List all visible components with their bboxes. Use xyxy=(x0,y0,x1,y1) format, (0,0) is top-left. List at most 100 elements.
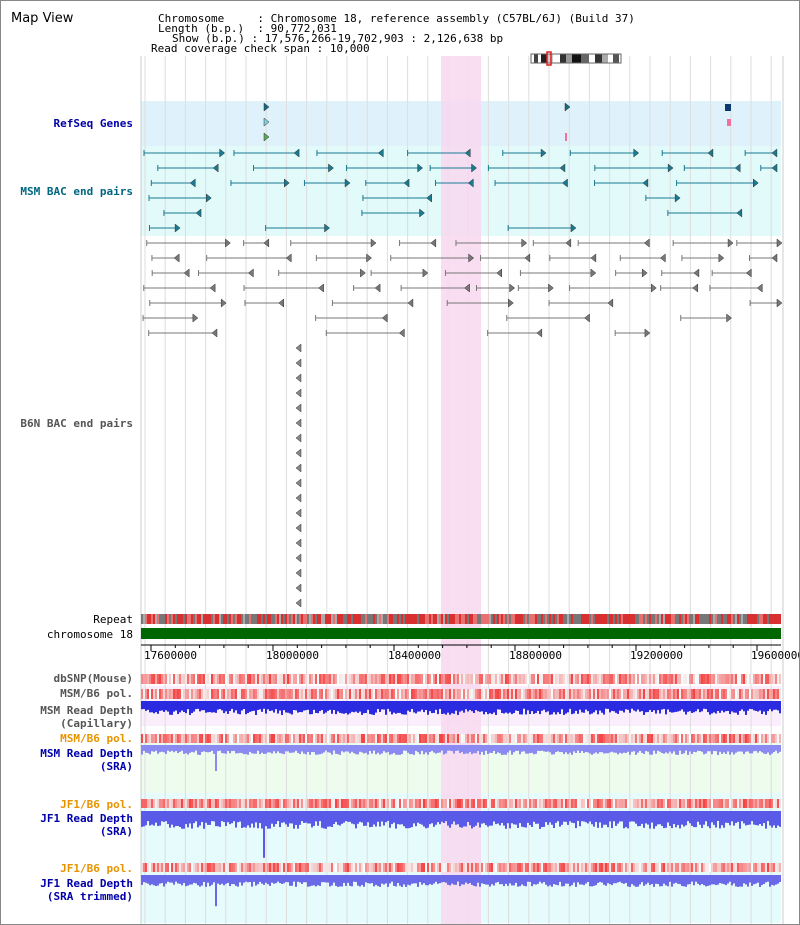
b6n-bac-pair xyxy=(521,238,528,248)
msm-pol-heat xyxy=(331,689,333,699)
msm-pol-2-heat xyxy=(707,734,709,743)
dbsnp-heat xyxy=(621,674,623,684)
track-label-repeat[interactable]: Repeat xyxy=(93,613,133,626)
jf1-depth-sra-bar xyxy=(311,811,313,828)
repeat-segment xyxy=(579,614,581,624)
dbsnp-heat xyxy=(281,674,283,684)
msm-depth-cap-bar xyxy=(483,701,485,715)
track-label-dbsnp[interactable]: dbSNP(Mouse) xyxy=(53,672,133,685)
repeat-segment xyxy=(613,614,615,624)
track-label-jf1-pol-2[interactable]: JF1/B6 pol. xyxy=(60,862,133,875)
msm-pol-heat xyxy=(453,689,455,699)
msm-pol-2-heat xyxy=(241,734,243,743)
repeat-segment xyxy=(715,614,717,624)
msm-depth-cap-bar xyxy=(737,701,739,715)
repeat-segment xyxy=(577,614,579,624)
dbsnp-heat xyxy=(317,674,319,684)
jf1-pol-2-heat xyxy=(253,863,255,872)
msm-pol-heat xyxy=(749,689,751,699)
msm-depth-cap-bar xyxy=(241,701,243,711)
jf1-pol-2-heat xyxy=(473,863,475,872)
track-label-jf1-depth-trim[interactable]: JF1 Read Depth xyxy=(40,877,133,890)
jf1-depth-sra-bar xyxy=(459,811,461,828)
track-label-jf1-depth-sra[interactable]: JF1 Read Depth xyxy=(40,812,133,825)
msm-pol-heat xyxy=(691,689,693,699)
msm-depth-sra-bar xyxy=(325,745,327,751)
repeat-segment xyxy=(345,614,347,624)
jf1-pol-2-heat xyxy=(197,863,199,872)
jf1-depth-trim-bar xyxy=(623,875,625,884)
msm-pol-2-heat xyxy=(539,734,541,743)
track-label-msm-pol-2[interactable]: MSM/B6 pol. xyxy=(60,732,133,745)
jf1-pol-heat xyxy=(365,799,367,808)
dbsnp-heat xyxy=(497,674,499,684)
dbsnp-heat xyxy=(419,674,421,684)
repeat-segment xyxy=(555,614,557,624)
msm-depth-sra-bar xyxy=(337,745,339,755)
msm-depth-cap-bar xyxy=(681,701,683,710)
msm-depth-sra-bar xyxy=(249,745,251,752)
jf1-pol-2-heat xyxy=(695,863,697,872)
jf1-depth-sra-bar xyxy=(583,811,585,822)
jf1-depth-sra-bar xyxy=(501,811,503,823)
repeat-segment xyxy=(611,614,613,624)
msm-depth-cap-bar xyxy=(173,701,175,712)
dbsnp-heat xyxy=(561,674,563,684)
jf1-depth-trim-bar xyxy=(475,875,477,887)
dbsnp-heat xyxy=(593,674,595,684)
jf1-depth-sra-bar xyxy=(373,811,375,825)
msm-pol-heat xyxy=(443,689,445,699)
jf1-depth-sra-bar xyxy=(319,811,321,822)
jf1-depth-trim-bar xyxy=(303,875,305,883)
jf1-depth-sra-bar xyxy=(657,811,659,825)
jf1-depth-trim-bar xyxy=(569,875,571,887)
jf1-pol-2-heat xyxy=(511,863,513,872)
track-label-msm-pol-1[interactable]: MSM/B6 pol. xyxy=(60,687,133,700)
msm-depth-sra-bar xyxy=(243,745,245,755)
jf1-pol-2-heat xyxy=(441,863,443,872)
jf1-pol-2-heat xyxy=(577,863,579,872)
msm-depth-sra-bar xyxy=(511,745,513,755)
msm-pol-2-heat xyxy=(513,734,515,743)
track-label-msm-depth-sra[interactable]: MSM Read Depth xyxy=(40,747,133,760)
jf1-depth-sra-bar xyxy=(555,811,557,823)
track-label-msm-depth-cap[interactable]: MSM Read Depth xyxy=(40,704,133,717)
jf1-pol-2-heat xyxy=(561,863,563,872)
msm-pol-2-heat xyxy=(573,734,575,743)
dbsnp-heat xyxy=(597,674,599,684)
msm-depth-cap-bar xyxy=(183,701,185,712)
dbsnp-heat xyxy=(749,674,751,684)
dbsnp-heat xyxy=(545,674,547,684)
dbsnp-heat xyxy=(649,674,651,684)
dbsnp-heat xyxy=(565,674,567,684)
track-label-b6n-bac[interactable]: B6N BAC end pairs xyxy=(20,417,133,430)
dbsnp-heat xyxy=(341,674,343,684)
dbsnp-heat xyxy=(225,674,227,684)
msm-depth-cap-bar xyxy=(277,701,279,714)
jf1-depth-trim-bar xyxy=(195,875,197,884)
repeat-segment xyxy=(607,614,609,624)
msm-depth-sra-bar xyxy=(693,745,695,752)
dbsnp-heat xyxy=(467,674,469,684)
jf1-pol-2-heat xyxy=(195,863,197,872)
jf1-pol-heat xyxy=(495,799,497,808)
jf1-depth-sra-bar xyxy=(233,811,235,822)
msm-depth-cap-bar xyxy=(467,701,469,712)
msm-depth-sra-bar xyxy=(711,745,713,755)
msm-depth-cap-bar xyxy=(661,701,663,710)
jf1-pol-heat xyxy=(429,799,431,808)
track-label-msm-bac[interactable]: MSM BAC end pairs xyxy=(20,185,133,198)
jf1-pol-2-heat xyxy=(571,863,573,872)
track-label-refseq[interactable]: RefSeq Genes xyxy=(53,117,133,130)
msm-depth-sra-bar xyxy=(207,745,209,753)
repeat-segment xyxy=(565,614,567,624)
jf1-depth-sra-bar xyxy=(503,811,505,826)
jf1-pol-2-heat xyxy=(471,863,473,872)
msm-depth-cap-bar xyxy=(297,701,299,713)
dbsnp-heat xyxy=(363,674,365,684)
jf1-depth-trim-bar xyxy=(369,875,371,884)
track-label-jf1-pol-1[interactable]: JF1/B6 pol. xyxy=(60,798,133,811)
dbsnp-heat xyxy=(537,674,539,684)
track-label-chromosome[interactable]: chromosome 18 xyxy=(46,628,133,641)
